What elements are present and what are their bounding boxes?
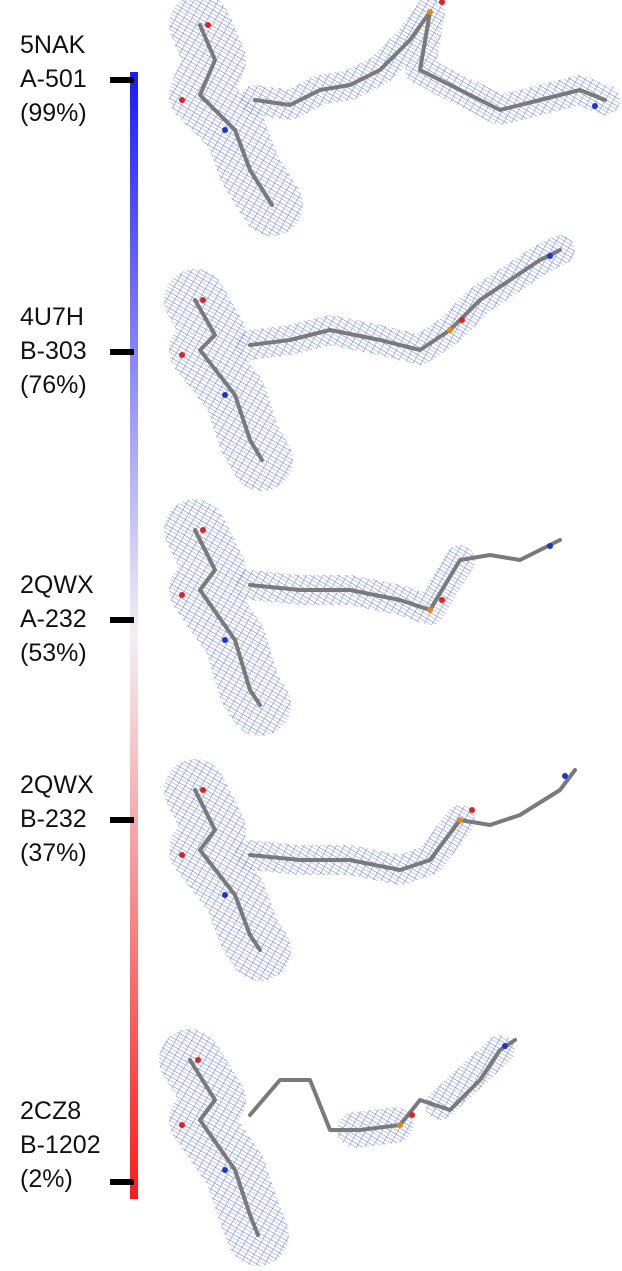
- atom-marker: [427, 9, 433, 15]
- tick-marker: [110, 77, 134, 83]
- atom-marker: [222, 637, 228, 643]
- atom-marker: [439, 597, 445, 603]
- pdb-id: 2QWX: [20, 571, 94, 599]
- flavin-ring-sticks: [198, 23, 274, 207]
- percent: (37%): [20, 839, 87, 867]
- label-2qwx-b: 2QWX B-232 (37%): [20, 768, 94, 870]
- atom-marker: [457, 817, 463, 823]
- label-2qwx-a: 2QWX A-232 (53%): [20, 568, 94, 670]
- atom-marker: [547, 543, 553, 549]
- atom-marker: [447, 327, 453, 333]
- percent: (76%): [20, 371, 87, 399]
- tick-marker: [110, 349, 134, 355]
- atom-marker: [222, 392, 228, 398]
- pdb-id: 4U7H: [20, 303, 84, 331]
- atom-marker: [179, 97, 185, 103]
- atom-marker: [205, 22, 211, 28]
- atom-marker: [459, 317, 465, 323]
- density-mesh-flavin: [164, 499, 291, 736]
- atom-marker: [222, 892, 228, 898]
- atom-marker: [179, 352, 185, 358]
- tick-marker: [110, 1179, 134, 1185]
- chain-id: A-232: [20, 605, 87, 633]
- atom-marker: [592, 103, 598, 109]
- density-mesh-flavin: [164, 269, 293, 491]
- percent: (99%): [20, 99, 87, 127]
- tick-marker: [110, 817, 134, 823]
- atom-marker: [195, 1057, 201, 1063]
- chain-id: B-303: [20, 337, 87, 365]
- atom-marker: [179, 592, 185, 598]
- atom-marker: [179, 852, 185, 858]
- density-mesh-chain: [235, 235, 575, 365]
- label-4u7h: 4U7H B-303 (76%): [20, 300, 87, 402]
- chain-id: A-501: [20, 65, 87, 93]
- flavin-ring-sticks: [193, 298, 264, 462]
- atom-marker: [200, 787, 206, 793]
- atom-marker: [427, 607, 433, 613]
- atom-marker: [200, 297, 206, 303]
- atom-marker: [397, 1122, 403, 1128]
- ribityl-adp-chain-sticks: [248, 768, 577, 872]
- density-mesh-chain: [425, 1035, 515, 1120]
- label-2cz8: 2CZ8 B-1202 (2%): [20, 1094, 101, 1196]
- flavin-ring-sticks: [193, 788, 262, 952]
- atom-marker: [439, 0, 445, 5]
- atom-marker: [547, 253, 553, 259]
- percent: (2%): [20, 1165, 73, 1193]
- atom-marker: [200, 527, 206, 533]
- ribityl-adp-chain-sticks: [248, 248, 562, 352]
- label-5nak: 5NAK A-501 (99%): [20, 28, 87, 130]
- pdb-id: 2QWX: [20, 771, 94, 799]
- tick-marker: [110, 617, 134, 623]
- atom-marker: [179, 1122, 185, 1128]
- pdb-id: 5NAK: [20, 31, 86, 59]
- pdb-id: 2CZ8: [20, 1097, 82, 1125]
- atom-marker: [222, 127, 228, 133]
- chain-id: B-1202: [20, 1131, 101, 1159]
- color-gradient-bar: [130, 72, 138, 1199]
- chain-id: B-232: [20, 805, 87, 833]
- atom-marker: [469, 807, 475, 813]
- atom-marker: [562, 773, 568, 779]
- atom-marker: [502, 1043, 508, 1049]
- atom-marker: [409, 1112, 415, 1118]
- flavin-ring-sticks: [188, 1058, 260, 1237]
- percent: (53%): [20, 639, 87, 667]
- atom-marker: [222, 1167, 228, 1173]
- flavin-ring-sticks: [193, 528, 262, 707]
- density-mesh-chain: [235, 545, 475, 625]
